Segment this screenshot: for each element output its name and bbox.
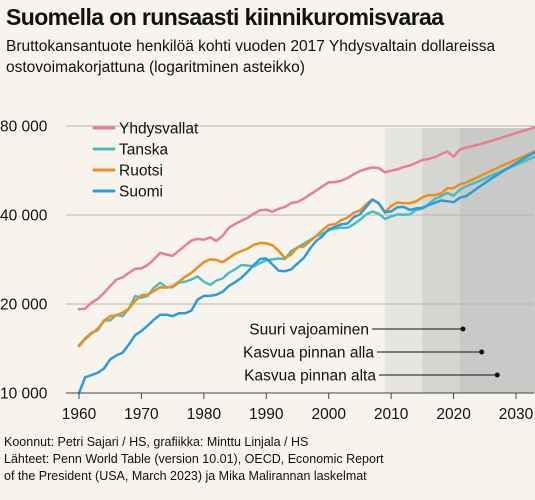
series-line-suomi <box>77 150 535 395</box>
annotation-dot-1 <box>460 326 466 332</box>
source-line-2: Lähteet: Penn World Table (version 10.01… <box>4 452 384 466</box>
source-notes: Koonnut: Petri Sajari / HS, grafiikka: M… <box>4 434 532 485</box>
y-tick-label-10000: 10 000 <box>0 386 48 403</box>
legend-label-yhdysvallat: Yhdysvallat <box>119 121 199 138</box>
gridlines: 10 000 20 000 40 000 80 000 <box>0 119 534 403</box>
series-line-ruotsi <box>77 149 535 348</box>
legend: Yhdysvallat Tanska Ruotsi Suomi <box>92 121 199 201</box>
x-tick-label-2000: 2000 <box>311 406 346 423</box>
x-tick-label-1970: 1970 <box>124 406 159 423</box>
legend-label-tanska: Tanska <box>119 142 168 159</box>
y-tick-label-80000: 80 000 <box>0 119 48 136</box>
annotation-label-1: Suuri vajoaminen <box>249 322 369 339</box>
annotation-label-2: Kasvua pinnan alla <box>243 345 374 362</box>
x-tick-label-2030: 2030 <box>499 406 534 423</box>
x-tick-label-2010: 2010 <box>374 406 409 423</box>
series-lines <box>77 125 535 395</box>
line-chart: 10 000 20 000 40 000 80 000 Suuri vajoamine… <box>0 119 535 423</box>
x-tick-label-1960: 1960 <box>62 406 97 423</box>
x-tick-label-1990: 1990 <box>249 406 284 423</box>
chart-title: Suomella on runsaasti kiinnikuromisvaraa <box>6 4 444 30</box>
source-line-3: of the President (USA, March 2023) ja Mi… <box>4 469 367 483</box>
annotation-dot-3 <box>494 372 500 378</box>
x-tick-label-2020: 2020 <box>436 406 471 423</box>
y-tick-label-20000: 20 000 <box>0 297 48 314</box>
legend-label-ruotsi: Ruotsi <box>119 163 163 180</box>
chart-subtitle: Bruttokansantuote henkilöä kohti vuoden … <box>6 38 496 76</box>
period-bands <box>384 128 535 393</box>
annotation-label-3: Kasvua pinnan alta <box>244 368 376 385</box>
x-axis: 1960 1970 1980 1990 2000 2010 2020 2030 <box>62 392 534 423</box>
legend-label-suomi: Suomi <box>119 184 163 201</box>
source-line-1: Koonnut: Petri Sajari / HS, grafiikka: M… <box>4 435 309 449</box>
annotation-dot-2 <box>479 349 485 355</box>
period-annotations: Suuri vajoaminen Kasvua pinnan alla Kasvua… <box>243 322 500 385</box>
y-tick-label-40000: 40 000 <box>0 208 48 225</box>
x-tick-label-1980: 1980 <box>187 406 222 423</box>
series-line-yhdysvallat <box>77 125 535 311</box>
